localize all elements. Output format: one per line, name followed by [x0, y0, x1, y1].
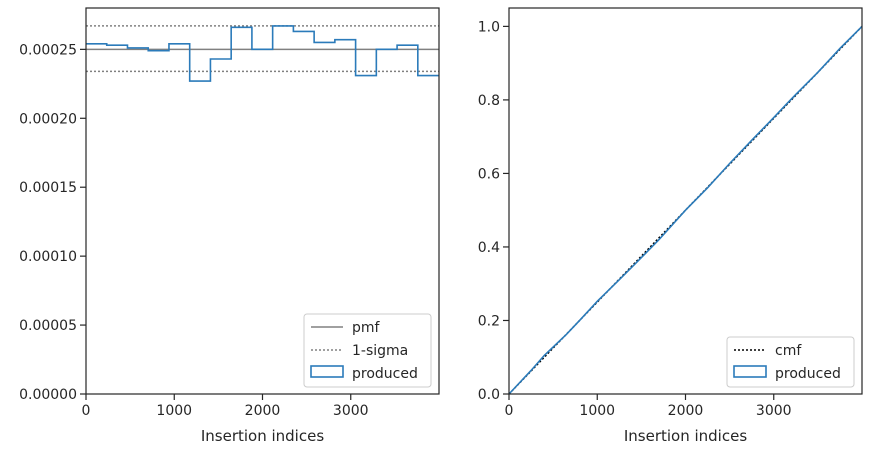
produced-histogram — [86, 25, 439, 82]
right-xtick-label: 0 — [505, 403, 514, 419]
legend-left: pmf 1-sigma produced — [303, 313, 432, 388]
right-ytick-label: 0.0 — [478, 387, 500, 403]
left-chart: 0 1000 2000 3000 0.000000.000050.000100.000… — [19, 7, 440, 445]
sigma-lines — [86, 25, 439, 73]
x-ticks-left: 0 1000 2000 3000 — [82, 394, 369, 419]
legend-sigma-label: 1-sigma — [352, 343, 408, 359]
left-ytick-label: 0.00020 — [19, 111, 77, 127]
left-xtick-label: 2000 — [245, 403, 281, 419]
axes-frame-left — [85, 7, 440, 395]
legend-right: cmf produced — [726, 336, 855, 388]
produced-cumulative-line — [508, 25, 863, 395]
left-xtick-label: 1000 — [156, 403, 192, 419]
right-ytick-label: 1.0 — [478, 19, 500, 35]
legend-produced-swatch-left — [310, 365, 344, 378]
y-ticks-right: 0.0 0.2 0.4 0.6 0.8 1.0 — [478, 19, 509, 403]
legend-produced-label-left: produced — [352, 366, 418, 382]
left-ytick-label: 0.00015 — [19, 180, 77, 196]
left-xtick-label: 0 — [82, 403, 91, 419]
right-xtick-label: 2000 — [668, 403, 704, 419]
right-ytick-label: 0.4 — [478, 240, 500, 256]
right-ytick-label: 0.6 — [478, 166, 500, 182]
left-ytick-label: 0.00025 — [19, 42, 77, 58]
legend-pmf-label: pmf — [352, 320, 381, 336]
left-xtick-label: 3000 — [333, 403, 369, 419]
x-ticks-right: 0 1000 2000 3000 — [505, 394, 792, 419]
axes-frame-right — [508, 7, 863, 395]
right-xtick-label: 3000 — [756, 403, 792, 419]
legend-box-left — [303, 313, 432, 388]
left-ytick-label: 0.00010 — [19, 249, 77, 265]
left-ytick-label: 0.00005 — [19, 318, 77, 334]
x-axis-label-right: Insertion indices — [624, 427, 747, 445]
right-xtick-label: 1000 — [579, 403, 615, 419]
legend-produced-swatch-right — [733, 365, 767, 378]
legend-produced-label-right: produced — [775, 366, 841, 382]
left-ytick-label: 0.00000 — [19, 387, 77, 403]
y-ticks-left: 0.00000 0.00005 0.00010 0.00015 0.00020 0.000… — [19, 42, 86, 403]
legend-cmf-label: cmf — [775, 343, 802, 359]
right-ytick-label: 0.8 — [478, 93, 500, 109]
x-axis-label-left: Insertion indices — [201, 427, 324, 445]
right-chart: 0 1000 2000 3000 0.0 0.2 0.4 0.6 0.8 1.0 Inserti… — [478, 7, 863, 445]
right-ytick-label: 0.2 — [478, 313, 500, 329]
